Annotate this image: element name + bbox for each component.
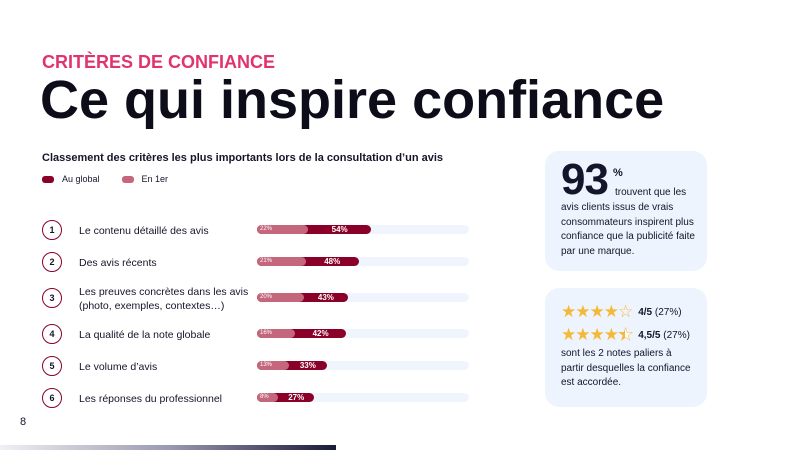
criterion-row: 3 Les preuves concrètes dans les avis (p… [42, 284, 472, 314]
rating-text: sont les 2 notes paliers à partir desque… [561, 348, 691, 388]
bar-global: 42% [257, 329, 347, 338]
page-title: Ce qui inspire confiance [40, 70, 665, 130]
chart-subtitle: Classement des critères les plus importa… [42, 152, 444, 164]
bar-global-label: 42% [312, 329, 329, 338]
bar-first-label: 21% [260, 258, 273, 264]
rating-label: 4/5 [638, 306, 653, 318]
bar-first: 20% [257, 293, 304, 302]
bar-first-label: 22% [260, 226, 273, 232]
rating-row-4: ★★★★☆ 4/5 (27%) [561, 302, 682, 322]
bar-global-label: 27% [288, 393, 305, 402]
criterion-label: Le volume d’avis [79, 361, 158, 373]
rating-pct: (27%) [654, 306, 682, 318]
bar-first-label: 13% [260, 362, 273, 368]
criterion-label: Les preuves concrètes dans les avis (pho… [79, 286, 249, 312]
criterion-row: 2 Des avis récents 48% 21% [42, 248, 472, 278]
bar-track: 43% 20% [257, 293, 469, 302]
rating-label: 4,5/5 [638, 329, 661, 341]
rank-badge: 5 [42, 356, 62, 376]
rating-row-4-5: ★★★★★ 4,5/5 (27%) [561, 325, 690, 346]
bar-global-label: 48% [324, 257, 341, 266]
criterion-row: 5 Le volume d’avis 33% 13% [42, 352, 472, 382]
rating-pct: (27%) [663, 329, 690, 341]
rank-badge: 2 [42, 252, 62, 272]
stat-card: 93 % trouvent que les avis clients issus… [545, 151, 707, 271]
bar-first-label: 8% [260, 394, 269, 400]
bar-track: 42% 16% [257, 329, 469, 338]
legend-global: Au global [42, 174, 100, 184]
rank-badge: 6 [42, 388, 62, 408]
legend-swatch-first [121, 176, 134, 184]
bar-global: 54% [257, 225, 372, 234]
bar-track: 27% 8% [257, 393, 469, 402]
criterion-row: 1 Le contenu détaillé des avis 54% 22% [42, 216, 472, 246]
bar-first-label: 16% [260, 330, 273, 336]
rank-badge: 1 [42, 220, 62, 240]
bar-track: 54% 22% [257, 225, 469, 234]
criterion-row: 4 La qualité de la note globale 42% 16% [42, 320, 472, 350]
page-number: 8 [20, 416, 27, 428]
bar-first-label: 20% [260, 294, 273, 300]
bar-first: 22% [257, 225, 308, 234]
bar-track: 48% 21% [257, 257, 469, 266]
bar-global-label: 54% [331, 225, 348, 234]
stat-text-2: avis clients issus de vrais consommateur… [561, 202, 695, 257]
legend-swatch-global [42, 176, 54, 184]
bar-global: 27% [257, 393, 315, 402]
rank-badge: 4 [42, 324, 62, 344]
stat-number: 93 [561, 155, 609, 204]
bar-first: 13% [257, 361, 289, 370]
criterion-label: Les réponses du professionnel [79, 393, 223, 405]
bottom-accent-bar [0, 445, 336, 450]
four-stars-icon: ★★★★☆ [561, 302, 633, 322]
bar-first: 8% [257, 393, 279, 402]
criterion-label: Des avis récents [79, 257, 157, 269]
section-kicker: CRITÈRES DE CONFIANCE [42, 52, 276, 72]
criterion-row: 6 Les réponses du professionnel 27% 8% [42, 384, 472, 414]
bar-first: 16% [257, 329, 296, 338]
criterion-label: Le contenu détaillé des avis [79, 225, 209, 237]
criterion-label: La qualité de la note globale [79, 329, 211, 341]
four-half-stars-icon: ★★★★★ [561, 325, 633, 346]
bar-global: 33% [257, 361, 327, 370]
legend-first: En 1er [121, 174, 169, 184]
bar-global: 48% [257, 257, 359, 266]
rank-badge: 3 [42, 288, 62, 308]
legend: Au global En 1er [42, 174, 168, 184]
legend-label: Au global [62, 174, 100, 184]
legend-label: En 1er [141, 174, 169, 184]
bar-track: 33% 13% [257, 361, 469, 370]
stat-percent: % [613, 167, 623, 179]
rating-card: ★★★★☆ 4/5 (27%) ★★★★★ 4,5/5 (27%) sont l… [545, 288, 707, 407]
bar-global-label: 43% [317, 293, 334, 302]
bar-first: 21% [257, 257, 306, 266]
bar-global-label: 33% [299, 361, 316, 370]
stat-text-1: trouvent que les [615, 187, 687, 198]
